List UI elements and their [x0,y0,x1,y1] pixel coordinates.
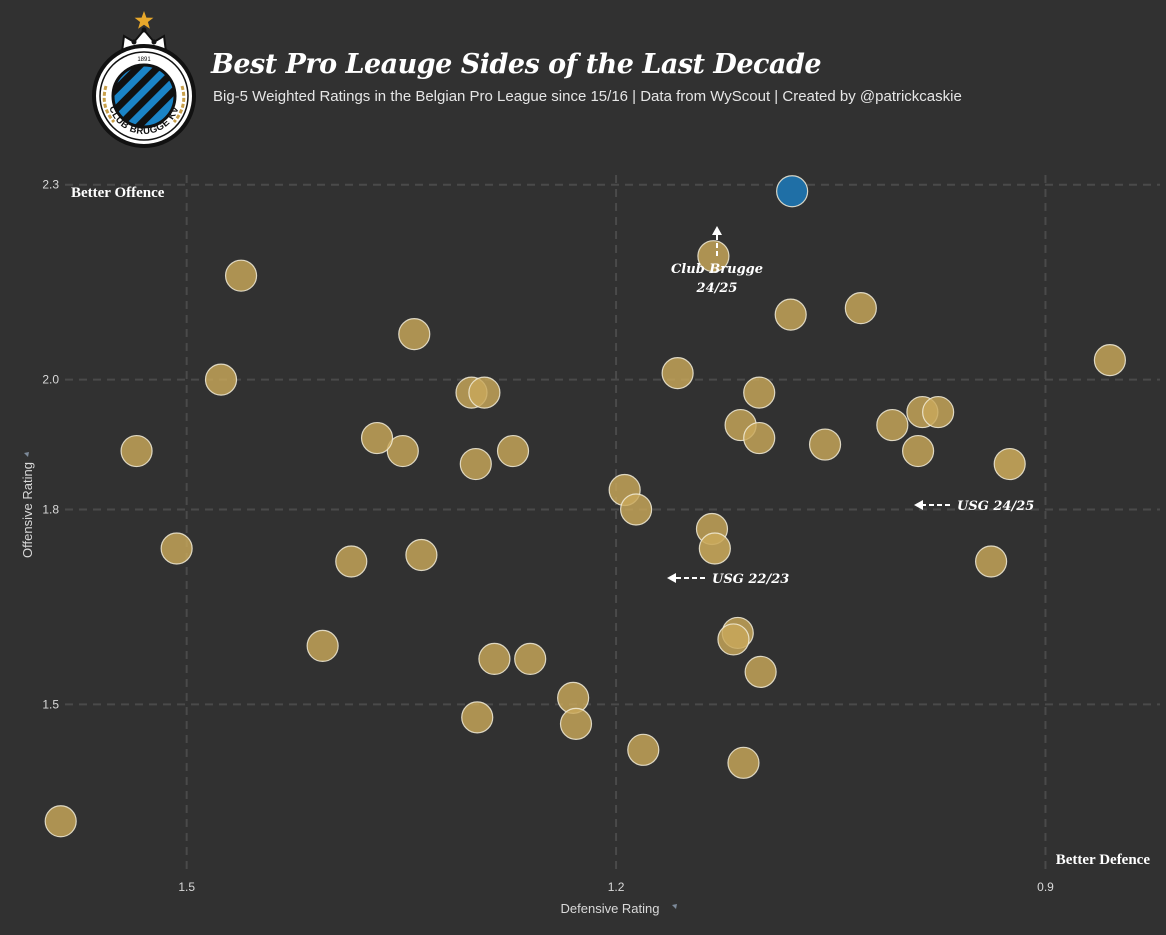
data-point [727,746,760,779]
data-point [901,434,935,468]
data-point [461,701,494,734]
y-tick-label: 2.3 [42,178,59,192]
data-point [360,421,394,455]
usg-2425-label: USG 24/25 [957,499,1034,514]
x-axis-pin-icon [669,904,677,912]
club-brugge-arrowhead [712,226,722,235]
usg-2223-arrowhead [667,573,676,583]
usg-2223-label: USG 22/23 [712,572,789,587]
chart-title: Best Pro Leauge Sides of the Last Decade [211,49,822,80]
data-point [120,434,153,468]
club-brugge-label-line2: 24/25 [696,281,738,296]
star-icon [134,11,154,29]
logo-year: 1891 [137,57,151,63]
y-tick-label: 2.0 [42,373,59,387]
data-point [744,655,777,688]
y-tick-label: 1.8 [42,503,59,517]
data-point [876,408,909,442]
data-point [697,240,730,273]
y-axis-label: Offensive Rating [20,462,35,558]
data-point [1093,344,1127,377]
club-brugge-point [776,175,809,208]
data-point [559,707,593,740]
y-axis-pin-icon [21,452,29,460]
usg-2425-arrowhead [914,500,923,510]
club-brugge-logo: 1891 CLUB BRUGGE KV [92,11,196,148]
data-point [974,545,1008,578]
data-point [398,318,431,351]
data-point [620,493,653,526]
better-offence-label: Better Offence [71,185,165,201]
data-point [386,434,419,468]
data-point [922,395,955,429]
data-point [774,298,807,331]
data-point [627,733,660,766]
data-point [459,447,492,481]
data-point [514,642,547,676]
data-point [468,376,501,409]
data-point [844,292,877,325]
data-point [717,623,750,656]
x-tick-label: 0.9 [1037,880,1054,894]
data-point [478,642,511,676]
data-point [743,421,776,455]
better-defence-label: Better Defence [1056,852,1151,868]
chart-subtitle: Big-5 Weighted Ratings in the Belgian Pr… [213,88,962,105]
usg-point [698,532,731,565]
data-point [405,538,438,572]
data-point [44,805,77,838]
data-point [661,357,694,390]
x-tick-label: 1.2 [608,880,625,894]
data-point [160,532,193,565]
data-point [335,545,368,578]
annotations: Club Brugge 24/25 USG 22/23 USG 24/25 [667,226,1034,587]
usg-point [993,447,1026,481]
club-brugge-label-line1: Club Brugge [671,262,763,277]
data-point [204,363,238,396]
grid-lines [65,175,1160,870]
data-point [743,376,776,409]
data-point [808,428,842,461]
data-point [306,629,339,663]
data-points [44,175,1127,838]
x-axis-label: Defensive Rating [561,901,660,916]
data-point [496,434,530,468]
data-point [224,259,258,292]
x-tick-label: 1.5 [178,880,195,894]
y-tick-label: 1.5 [42,697,59,711]
